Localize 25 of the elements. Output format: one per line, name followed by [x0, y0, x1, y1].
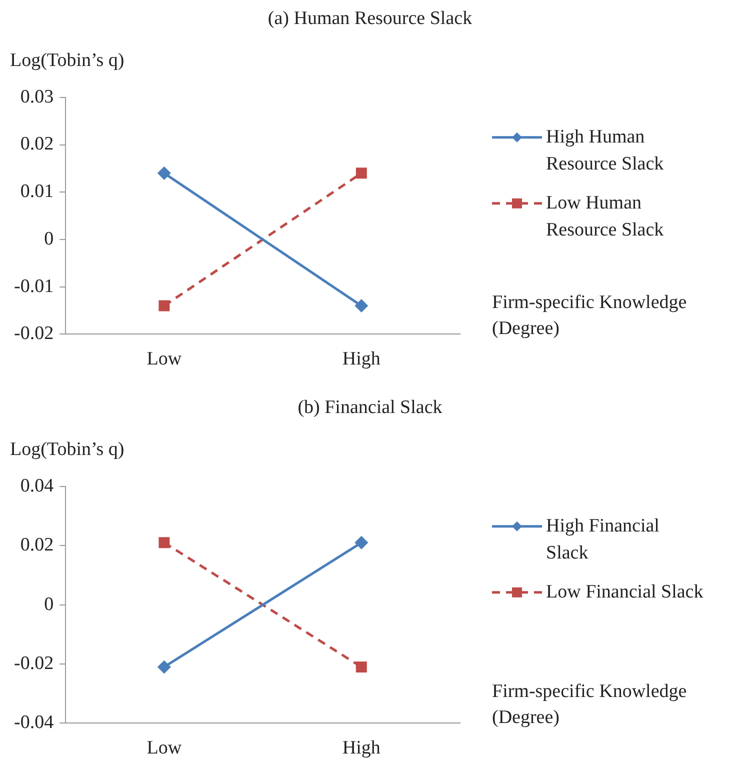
y-tick-label: -0.02 [14, 323, 54, 344]
y-tick-label: 0.04 [20, 475, 54, 496]
x-tick-label: High [342, 738, 381, 759]
y-tick-label: 0.01 [20, 181, 54, 202]
y-tick-label: 0.02 [20, 134, 54, 155]
x-tick-label: Low [146, 348, 182, 370]
chart-title: (a) Human Resource Slack [266, 8, 474, 30]
legend-label: Low Human Resource Slack [546, 192, 664, 240]
x-axis-title: Firm-specific Knowledge (Degree) [492, 680, 688, 730]
legend-label: High Human Resource Slack [546, 126, 664, 174]
legend-label: High Financial Slack [546, 515, 660, 564]
x-tick-label: Low [146, 738, 182, 759]
y-tick-label: 0 [44, 228, 54, 250]
chart-title: (b) Financial Slack [296, 397, 444, 419]
y-tick-label: 0.02 [20, 534, 54, 556]
y-tick-label: -0.02 [14, 652, 54, 674]
y-tick-label: -0.04 [14, 712, 54, 734]
y-axis-title: Log(Tobin’s q) [10, 439, 124, 461]
y-tick-label: -0.01 [14, 276, 54, 297]
x-tick-label: High [342, 348, 381, 370]
y-tick-label: 0 [44, 594, 54, 615]
legend-label: Low Financial Slack [546, 581, 704, 602]
y-tick-label: 0.03 [20, 86, 54, 108]
y-axis-title: Log(Tobin’s q) [10, 50, 124, 72]
x-axis-title: Firm-specific Knowledge (Degree) [492, 291, 688, 341]
